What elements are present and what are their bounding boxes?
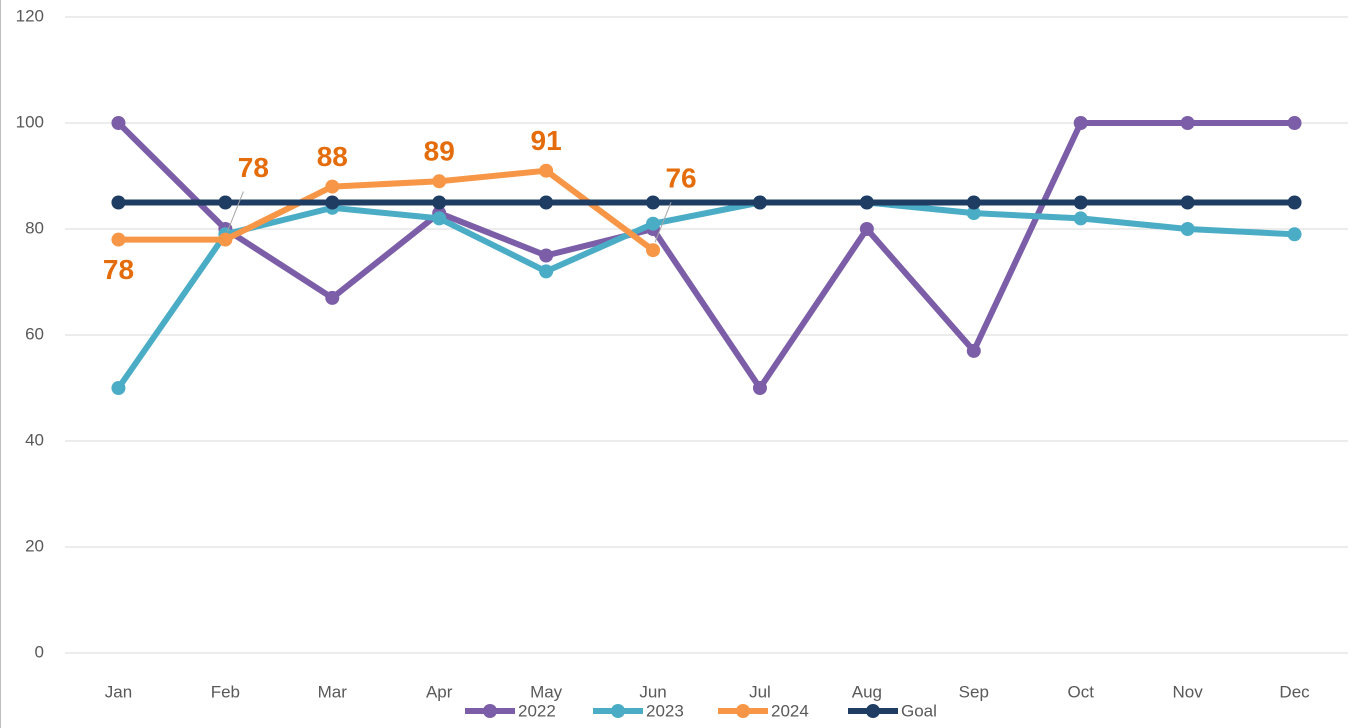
marker — [325, 195, 340, 210]
marker — [111, 116, 126, 130]
marker — [325, 290, 340, 305]
marker — [1180, 116, 1195, 130]
marker — [325, 179, 340, 194]
marker — [111, 195, 126, 210]
line — [118, 167, 655, 253]
marker — [1287, 227, 1302, 242]
y-tick-label: 120 — [16, 6, 44, 25]
y-tick-label: 20 — [25, 536, 44, 555]
marker — [539, 195, 554, 210]
y-tick-label: 80 — [25, 218, 44, 237]
legend-marker — [736, 704, 750, 718]
x-tick-label: Oct — [1067, 682, 1094, 701]
marker — [752, 195, 767, 210]
y-tick-label: 40 — [25, 430, 44, 449]
marker — [646, 216, 661, 231]
marker — [432, 174, 447, 189]
x-tick-label: Nov — [1173, 682, 1204, 701]
y-tick-label: 100 — [16, 112, 44, 131]
marker — [539, 248, 554, 263]
x-tick-label: Mar — [318, 682, 348, 701]
data-label: 78 — [238, 152, 269, 183]
marker — [111, 232, 126, 247]
legend-marker — [483, 704, 497, 718]
marker — [218, 232, 233, 247]
leader-line — [226, 191, 244, 232]
marker — [859, 222, 874, 236]
legend-label: 2024 — [771, 701, 809, 720]
marker — [1180, 222, 1195, 236]
y-tick-label: 0 — [35, 642, 44, 661]
line — [115, 199, 1295, 390]
legend-label: Goal — [901, 701, 937, 720]
marker — [432, 195, 447, 210]
marker — [1073, 195, 1088, 210]
marker — [111, 381, 126, 395]
x-tick-label: Aug — [852, 682, 882, 701]
marker — [966, 343, 981, 358]
marker — [1073, 211, 1088, 226]
line — [116, 120, 1295, 391]
marker — [218, 195, 233, 210]
x-tick-label: Jan — [105, 682, 132, 701]
data-label: 91 — [531, 125, 562, 156]
marker — [966, 206, 981, 221]
marker — [539, 264, 554, 279]
data-label: 88 — [317, 141, 348, 172]
x-tick-label: Feb — [211, 682, 240, 701]
x-tick-label: Sep — [959, 682, 989, 701]
x-tick-label: May — [530, 682, 563, 701]
marker — [966, 195, 981, 210]
marker — [1073, 116, 1088, 130]
marker — [1287, 116, 1302, 130]
x-tick-label: Jul — [749, 682, 771, 701]
legend-marker — [866, 704, 880, 718]
y-tick-label: 60 — [25, 324, 44, 343]
legend-label: 2023 — [646, 701, 684, 720]
marker — [646, 243, 661, 258]
marker — [1180, 195, 1195, 210]
marker — [1287, 195, 1302, 210]
legend-label: 2022 — [518, 701, 556, 720]
data-label: 89 — [424, 136, 455, 167]
data-label: 76 — [665, 163, 696, 194]
marker — [646, 195, 661, 210]
leader-line — [654, 202, 672, 243]
marker — [859, 195, 874, 210]
x-tick-label: Dec — [1279, 682, 1310, 701]
x-tick-label: Apr — [426, 682, 453, 701]
marker — [432, 211, 447, 226]
legend-marker — [611, 704, 625, 718]
marker — [539, 163, 554, 178]
marker — [752, 381, 767, 395]
x-tick-label: Jun — [639, 682, 666, 701]
data-label: 78 — [103, 254, 134, 285]
